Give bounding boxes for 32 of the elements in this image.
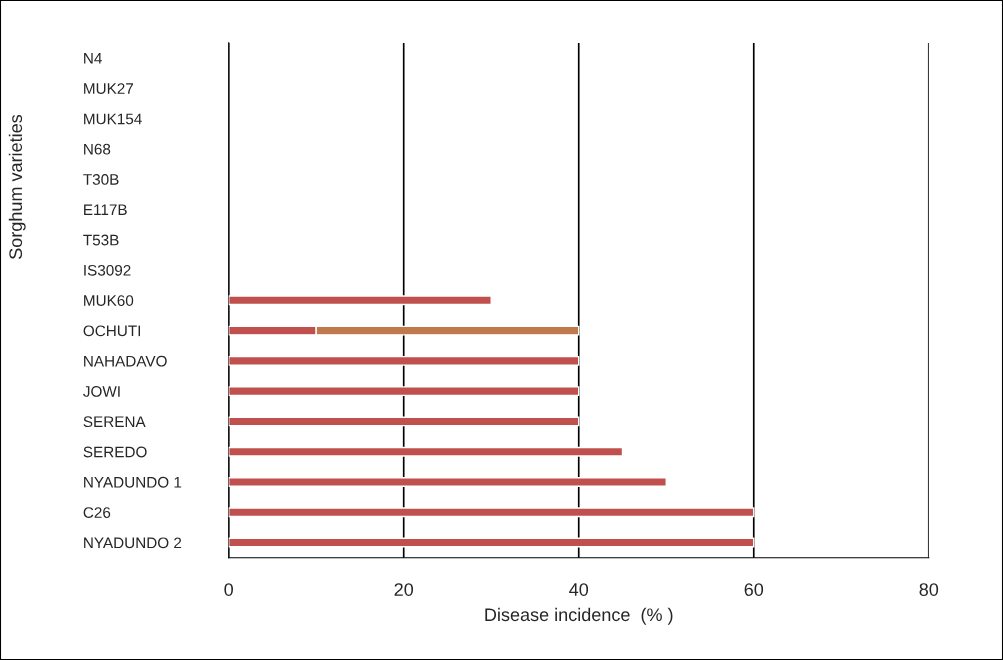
y-tick-label: C26: [83, 507, 111, 518]
x-tick-label: 40: [569, 583, 589, 596]
y-tick-label: NAHADAVO: [84, 355, 167, 367]
y-tick-label: NYADUNDO 2: [84, 537, 182, 549]
y-tick-label: IS3092: [84, 264, 131, 276]
y-tick-label: E117B: [84, 204, 127, 215]
bar: [228, 446, 624, 457]
x-tick-label: 80: [919, 583, 939, 596]
y-tick-label: MUK60: [84, 295, 134, 306]
y-tick-label: N68: [84, 143, 111, 155]
bar: [228, 477, 667, 487]
y-tick-label: OCHUTI: [83, 325, 140, 337]
y-axis-title: Sorghum varieties: [8, 114, 26, 259]
bar: [228, 537, 755, 548]
y-tick-label: SEREDO: [83, 446, 147, 458]
bar: [228, 386, 580, 397]
y-tick-label: MUK154: [84, 113, 142, 125]
bar: [228, 355, 580, 366]
y-tick-label: SERENA: [83, 416, 146, 428]
y-tick-label: N4: [84, 53, 102, 64]
y-tick-label: MUK27: [84, 83, 134, 95]
y-tick-label: JOWI: [83, 386, 120, 397]
x-tick-label: 60: [744, 583, 764, 596]
bar: [228, 507, 755, 518]
bar: [228, 416, 580, 427]
bar: [228, 295, 492, 306]
x-tick-label: 20: [394, 583, 414, 596]
y-tick-label: NYADUNDO 1: [84, 476, 182, 488]
x-axis-title: Disease incidence (% ): [485, 607, 673, 625]
y-tick-label: T53B: [83, 234, 119, 246]
x-tick-label: 0: [224, 583, 233, 596]
y-tick-label: T30B: [83, 174, 119, 185]
